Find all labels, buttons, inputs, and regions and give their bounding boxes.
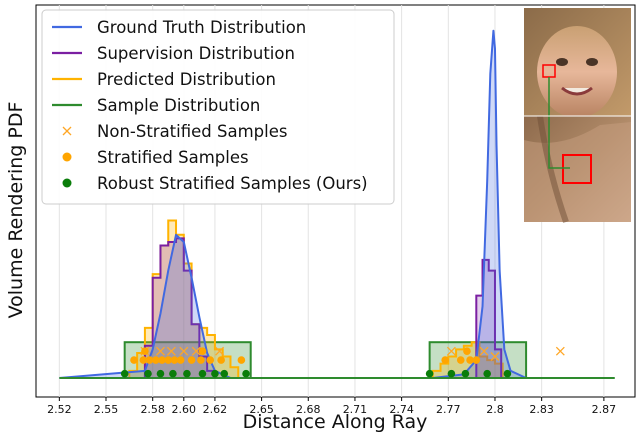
inset-ray-connector xyxy=(548,77,570,169)
robust-stratified-sample xyxy=(183,369,191,378)
x-tick-label: 2.55 xyxy=(94,403,119,416)
x-tick-label: 2.71 xyxy=(343,403,368,416)
supervision-fill xyxy=(144,238,477,378)
robust-stratified-sample xyxy=(503,369,512,378)
robust-stratified-sample xyxy=(144,369,152,378)
y-axis-label: Volume Rendering PDF xyxy=(5,102,27,319)
robust-stratified-sample xyxy=(425,369,434,378)
legend-label: Non-Stratified Samples xyxy=(97,122,287,141)
stratified-sample xyxy=(141,347,149,355)
robust-stratified-sample xyxy=(483,369,491,378)
stratified-sample xyxy=(472,356,481,364)
robust-stratified-sample xyxy=(198,369,207,378)
non-stratified-sample xyxy=(446,346,456,356)
legend-entry: Supervision Distribution xyxy=(52,44,295,63)
x-tick-label: 2.68 xyxy=(296,403,321,416)
ground-truth-distribution xyxy=(59,29,604,379)
stratified-sample xyxy=(456,356,465,364)
x-axis-label: Distance Along Ray xyxy=(243,411,428,433)
non-stratified-sample xyxy=(179,346,189,356)
stratified-sample xyxy=(466,356,474,364)
ground-truth-fill xyxy=(59,30,604,379)
robust-stratified-sample xyxy=(169,369,177,378)
predicted-fill xyxy=(129,220,433,378)
inset-face-image xyxy=(524,8,631,223)
legend-entry: Predicted Distribution xyxy=(52,70,276,89)
x-tick-label: 2.62 xyxy=(203,403,228,416)
stratified-sample xyxy=(130,356,138,364)
legend-label: Sample Distribution xyxy=(97,96,260,115)
non-stratified-sample xyxy=(156,346,165,356)
supervision-step-line xyxy=(143,237,477,379)
ground-truth-line xyxy=(59,29,604,379)
stratified-sample xyxy=(441,356,449,364)
robust-stratified-sample xyxy=(156,369,165,378)
x-tick-label: 2.60 xyxy=(172,403,197,416)
legend-entry: Ground Truth Distribution xyxy=(52,18,306,37)
stratified-sample xyxy=(139,356,148,364)
non-stratified-sample xyxy=(191,346,201,356)
legend-entry: Non-Stratified Samples xyxy=(62,122,287,141)
supervision-step-line xyxy=(475,258,508,379)
stratified-sample xyxy=(463,347,471,355)
stratified-sample xyxy=(217,356,225,364)
robust-stratified-sample xyxy=(461,369,470,378)
non-stratified-sample xyxy=(490,352,500,361)
robust-stratified-sample xyxy=(220,369,229,378)
stratified-sample xyxy=(158,356,166,364)
legend-label: Supervision Distribution xyxy=(97,44,295,63)
x-tick-label: 2.52 xyxy=(47,403,72,416)
stratified-sample xyxy=(164,356,173,364)
stratified-sample xyxy=(187,356,196,364)
non-stratified-sample xyxy=(215,346,225,356)
inset-highlight-zoom xyxy=(562,154,592,184)
x-tick-label: 2.58 xyxy=(140,403,165,416)
x-tick-label: 2.83 xyxy=(529,403,554,416)
predicted-step-line xyxy=(431,341,504,378)
stratified-sample xyxy=(145,356,154,364)
non-stratified-sample xyxy=(479,346,489,356)
stratified-sample xyxy=(198,347,207,355)
x-tick-label: 2.87 xyxy=(592,403,617,416)
robust-stratified-sample xyxy=(242,369,250,378)
legend-entry: Sample Distribution xyxy=(52,96,260,115)
legend-entry: Stratified Samples xyxy=(62,148,249,167)
legend-label: Robust Stratified Samples (Ours) xyxy=(97,174,368,193)
stratified-sample xyxy=(197,356,205,364)
legend-label: Predicted Distribution xyxy=(97,70,276,89)
legend-swatch-dot xyxy=(62,178,72,188)
non-stratified-sample xyxy=(555,346,565,356)
x-tick-label: 2.8 xyxy=(486,403,504,416)
legend: Ground Truth Distribution Supervision Dis… xyxy=(41,9,395,205)
legend-label: Ground Truth Distribution xyxy=(97,18,306,37)
legend-entry: Robust Stratified Samples (Ours) xyxy=(62,174,368,193)
x-tick-label: 2.74 xyxy=(389,403,414,416)
robust-stratified-sample xyxy=(211,369,219,378)
robust-stratified-sample xyxy=(447,369,456,378)
x-tick-label: 2.65 xyxy=(249,403,274,416)
stratified-sample xyxy=(170,356,179,364)
non-stratified-sample xyxy=(166,346,176,356)
x-tick-label: 2.77 xyxy=(436,403,461,416)
stratified-sample xyxy=(237,356,246,364)
stratified-sample xyxy=(152,356,160,364)
stratified-sample xyxy=(206,356,215,364)
legend-swatch-dot xyxy=(62,152,72,162)
legend-label: Stratified Samples xyxy=(97,148,249,167)
robust-stratified-sample xyxy=(120,369,129,378)
stratified-sample xyxy=(176,356,185,364)
sample-markers xyxy=(120,346,565,378)
x-axis-ticks: 2.52 2.55 2.58 2.60 2.62 2.65 2.68 2.71 2.74 2.77… xyxy=(47,397,616,416)
